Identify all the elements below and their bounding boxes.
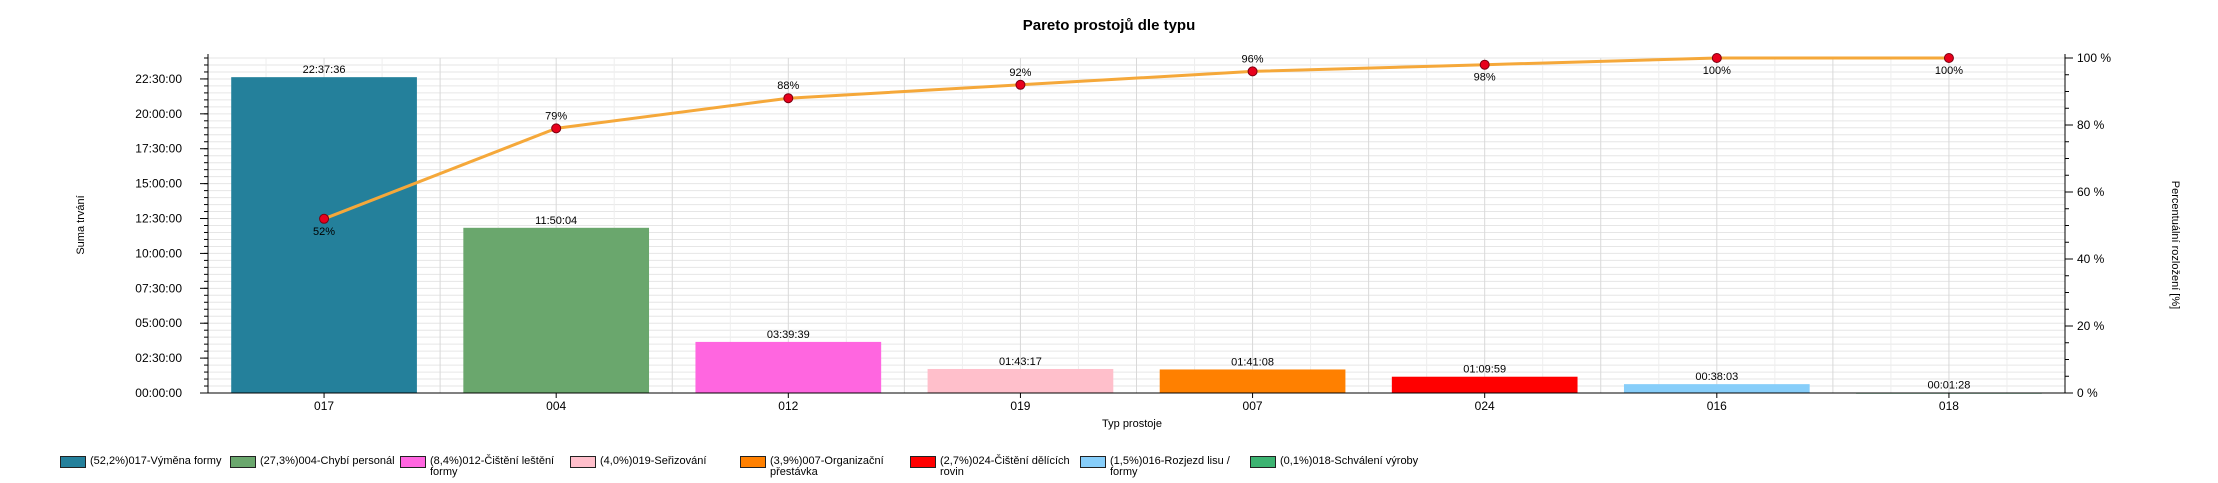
y2-tick-label: 40 % [2077, 252, 2105, 266]
cumulative-point [1015, 79, 1026, 90]
x-tick-label: 004 [546, 399, 566, 413]
y-tick-label: 17:30:00 [135, 142, 182, 156]
legend-label: (3,9%)007-Organizační přestávka [770, 455, 884, 478]
cumulative-label: 98% [1474, 72, 1496, 84]
legend-label: (27,3%)004-Chybí personál [260, 455, 395, 467]
cumulative-point [551, 123, 562, 134]
y-tick-label: 07:30:00 [135, 281, 182, 295]
x-tick-label: 019 [1010, 399, 1030, 413]
cumulative-label: 100% [1703, 65, 1731, 77]
cumulative-point [1943, 53, 1954, 63]
cumulative-line: 52% 79% 88% 92% 96% 98% 100% 100% [313, 53, 1963, 238]
bar-value-label: 01:09:59 [1463, 364, 1506, 376]
cumulative-label: 88% [777, 80, 799, 92]
x-tick-label: 024 [1475, 399, 1495, 413]
cumulative-polyline [323, 56, 1949, 221]
y2-tick-label: 20 % [2077, 319, 2105, 333]
y2-axis-label: Percentuální rozložení [%] [2169, 181, 2181, 309]
x-tick-label: 018 [1939, 399, 1959, 413]
cumulative-point [783, 93, 794, 104]
legend-swatch [910, 456, 936, 468]
bar-value-label: 03:39:39 [767, 329, 810, 341]
y2-tick-label: 60 % [2077, 185, 2105, 199]
legend-swatch [400, 456, 426, 468]
y-tick-label: 10:00:00 [135, 246, 182, 260]
bar-value-label: 11:50:04 [535, 215, 577, 227]
cumulative-point [1247, 66, 1258, 77]
legend-swatch [740, 456, 766, 468]
legend-item: (52,2%)017-Výměna formy [60, 456, 230, 478]
bar-016 [1623, 384, 1810, 393]
x-tick-label: 017 [314, 399, 334, 413]
legend-label: (0,1%)018-Schválení výroby [1280, 455, 1419, 467]
x-axis-label: Typ prostoje [1102, 418, 1162, 430]
bar-value-label: 01:41:08 [1231, 356, 1274, 368]
legend-label: (8,4%)012-Čištění leštění formy [430, 455, 555, 478]
cumulative-label: 52% [313, 226, 335, 238]
legend-item: (2,7%)024-Čištění dělících rovin [910, 456, 1080, 478]
cumulative-point [1479, 59, 1490, 70]
bar-024 [1391, 376, 1578, 393]
legend-swatch [230, 456, 256, 468]
y-tick-label: 12:30:00 [135, 212, 182, 226]
axes: 017 004 012 019 007 024 016 018 00:00:00 02:30:00… [135, 51, 2111, 413]
y-axis-label: Suma trvání [75, 195, 87, 254]
y2-tick-label: 0 % [2077, 386, 2098, 400]
legend-item: (3,9%)007-Organizační přestávka [740, 456, 910, 478]
legend-swatch [60, 456, 86, 468]
cumulative-label: 96% [1242, 53, 1264, 65]
legend-swatch [570, 456, 596, 468]
y2-tick-label: 100 % [2077, 51, 2111, 65]
legend-label: (52,2%)017-Výměna formy [90, 455, 222, 467]
bar-value-label: 00:01:28 [1928, 380, 1971, 392]
legend: (52,2%)017-Výměna formy (27,3%)004-Chybí … [60, 456, 1420, 478]
cumulative-label: 79% [545, 110, 567, 122]
legend-label: (1,5%)016-Rozjezd lisu / formy [1110, 455, 1230, 478]
legend-swatch [1080, 456, 1106, 468]
legend-swatch [1250, 456, 1276, 468]
legend-item: (8,4%)012-Čištění leštění formy [400, 456, 570, 478]
bars: 22:37:36 11:50:04 03:39:39 01:43:17 01:41:08… [231, 64, 2042, 394]
x-tick-label: 016 [1707, 399, 1727, 413]
x-tick-label: 012 [778, 399, 798, 413]
y-tick-label: 15:00:00 [135, 177, 182, 191]
bar-value-label: 22:37:36 [303, 64, 346, 76]
legend-item: (0,1%)018-Schválení výroby [1250, 456, 1420, 478]
cumulative-label: 100% [1935, 65, 1963, 77]
y-tick-label: 00:00:00 [135, 386, 182, 400]
chart-title: Pareto prostojů dle typu [1023, 17, 1196, 34]
legend-label: (2,7%)024-Čištění dělících rovin [940, 455, 1070, 478]
bar-value-label: 00:38:03 [1695, 371, 1738, 383]
bar-012 [695, 341, 882, 393]
legend-label: (4,0%)019-Seřizování [600, 455, 707, 467]
y2-tick-label: 80 % [2077, 118, 2105, 132]
y-tick-label: 22:30:00 [135, 72, 182, 86]
y-tick-label: 05:00:00 [135, 316, 182, 330]
x-tick-label: 007 [1243, 399, 1263, 413]
cumulative-label: 92% [1009, 67, 1031, 79]
legend-item: (1,5%)016-Rozjezd lisu / formy [1080, 456, 1250, 478]
legend-item: (4,0%)019-Seřizování [570, 456, 740, 478]
y-tick-label: 02:30:00 [135, 351, 182, 365]
bar-007 [1159, 369, 1346, 393]
bar-value-label: 01:43:17 [999, 356, 1042, 368]
cumulative-point [1711, 53, 1722, 63]
bar-004 [463, 227, 650, 393]
cumulative-point [319, 213, 330, 224]
legend-item: (27,3%)004-Chybí personál [230, 456, 400, 478]
bar-019 [927, 368, 1114, 393]
y-tick-label: 20:00:00 [135, 107, 182, 121]
bar-017 [231, 77, 417, 394]
